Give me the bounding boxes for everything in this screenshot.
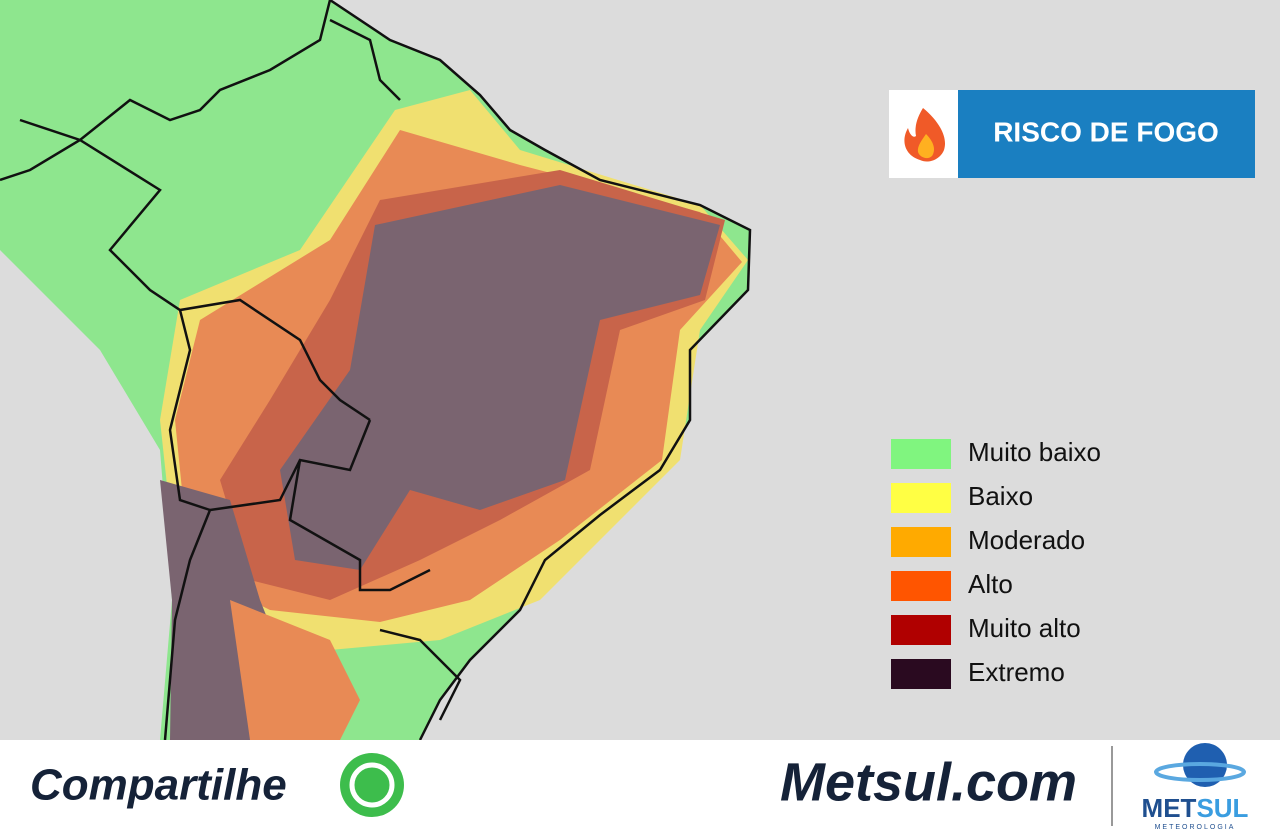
zone-extreme <box>280 185 720 570</box>
zone-high-south <box>230 600 360 740</box>
legend-swatch <box>891 483 951 513</box>
whatsapp-circle <box>340 753 404 817</box>
site-text: Metsul.com <box>780 752 1077 812</box>
border <box>163 419 372 741</box>
whatsapp-ring <box>349 762 395 808</box>
border <box>168 309 211 512</box>
legend-swatch <box>891 659 951 689</box>
footer-bar <box>0 740 1280 834</box>
logo-text: METSUL <box>1142 793 1249 823</box>
legend-swatch <box>891 615 951 645</box>
share-text: Compartilhe <box>30 761 287 810</box>
logo-part: MET <box>1142 793 1197 823</box>
legend-swatch <box>891 571 951 601</box>
badge-title-box <box>958 90 1255 178</box>
borders <box>0 0 752 741</box>
logo-part: SUL <box>1196 793 1248 823</box>
legend-label: Alto <box>968 569 1013 599</box>
logo-subtitle: METEOROLOGIA <box>1155 824 1236 831</box>
legend-label: Muito alto <box>968 613 1081 643</box>
legend-label: Baixo <box>968 481 1033 511</box>
legend-label: Extremo <box>968 657 1065 687</box>
map <box>0 0 752 741</box>
border <box>288 459 431 592</box>
legend-swatch <box>891 527 951 557</box>
border <box>329 18 401 101</box>
legend-label: Moderado <box>968 525 1085 555</box>
legend: Muito baixo Baixo Moderado Alto Muito alto Ex… <box>891 437 1101 689</box>
title-badge: RISCO DE FOGO <box>889 90 1255 178</box>
legend-label: Muito baixo <box>968 437 1101 467</box>
legend-swatch <box>891 439 951 469</box>
flame-inner <box>917 134 934 159</box>
border <box>379 628 462 721</box>
logo-ring <box>1154 762 1246 782</box>
flame-icon <box>904 108 946 162</box>
logo: METSUL METEOROLOGIA <box>1142 743 1249 831</box>
whatsapp-icon[interactable] <box>340 753 404 817</box>
map-title: RISCO DE FOGO <box>993 116 1219 147</box>
border <box>0 0 332 182</box>
coast <box>329 0 752 741</box>
